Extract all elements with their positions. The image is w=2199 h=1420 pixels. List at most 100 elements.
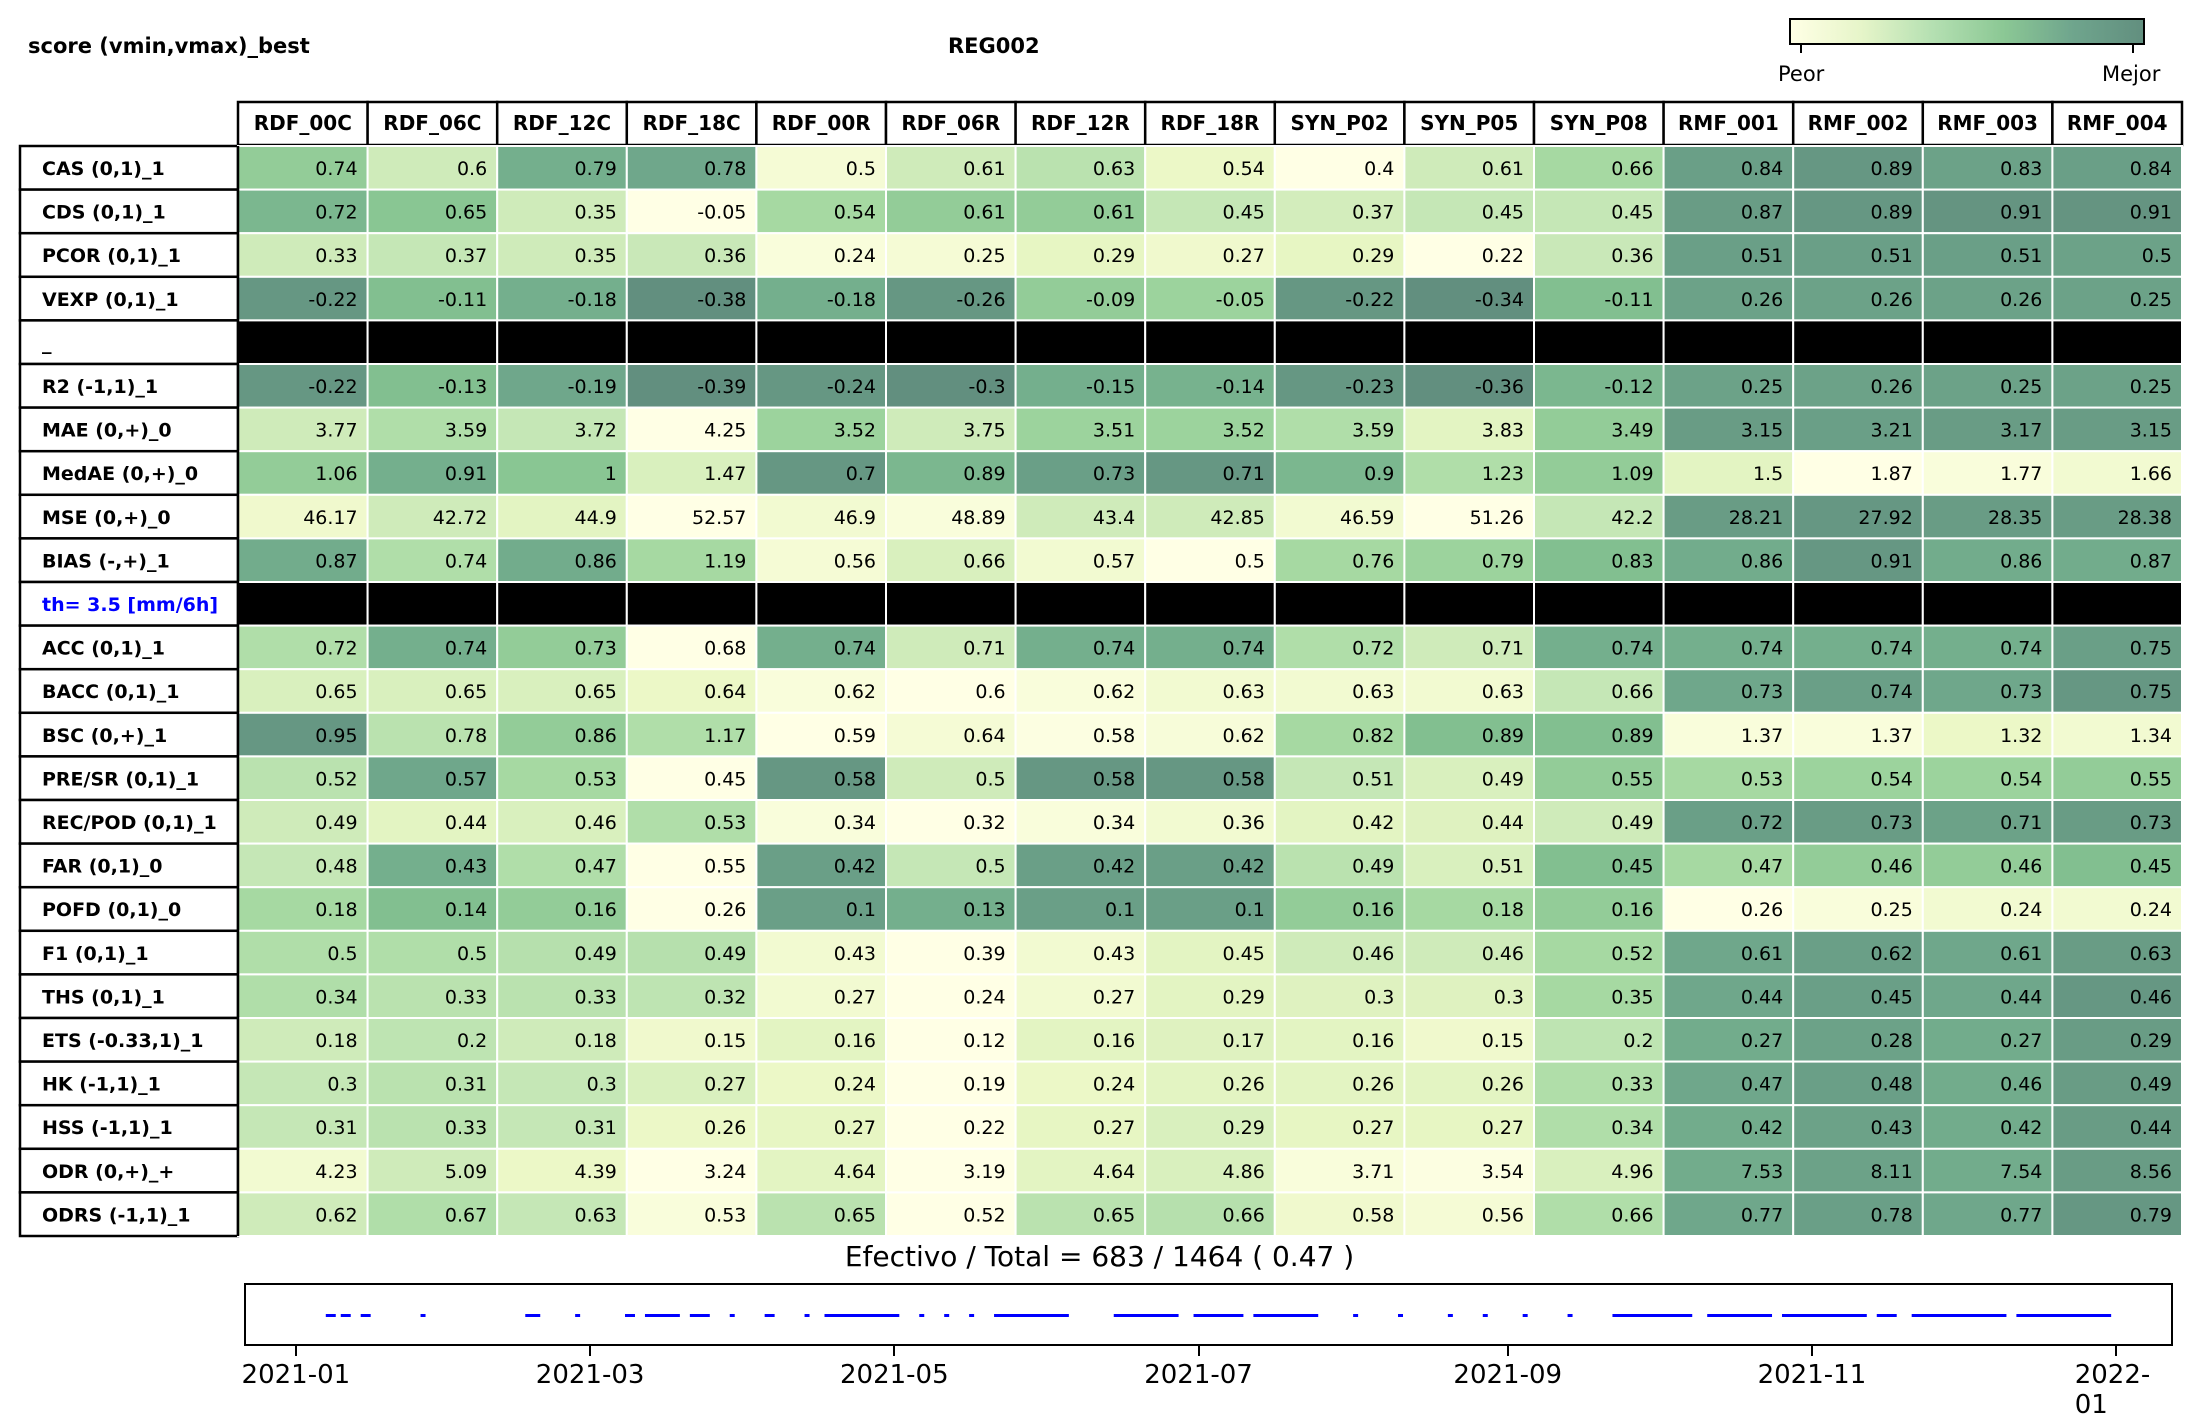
cell-value: -0.13: [438, 376, 487, 398]
cell-value: -0.15: [1086, 376, 1135, 398]
cell-value: 1.19: [704, 550, 746, 572]
cell-value: 0.45: [2130, 856, 2172, 878]
cell-value: 0.52: [315, 768, 357, 790]
cell-value: 0.14: [445, 899, 487, 921]
cell-value: 0.45: [704, 768, 746, 790]
column-header: RDF_12C: [513, 111, 611, 135]
colorbar-label-low: Peor: [1778, 62, 1825, 86]
timeline-tick: [1810, 1346, 1813, 1356]
heatmap-cell: [625, 929, 758, 976]
heatmap-cell: [755, 799, 888, 845]
heatmap-cell: [1014, 363, 1147, 409]
cell-value: 0.76: [1352, 550, 1394, 572]
column-header: RDF_00C: [254, 111, 352, 135]
cell-value: 0.91: [2130, 202, 2172, 224]
heatmap-cell: [1792, 406, 1924, 453]
column-header: RMF_002: [1808, 111, 1909, 135]
heatmap-cell: [2051, 537, 2183, 584]
heatmap-cell: [496, 842, 628, 889]
cell-value: -0.3: [969, 376, 1006, 398]
heatmap-cell: [1662, 973, 1795, 1020]
cell-value: 0.31: [315, 1117, 357, 1139]
cell-value: 0.24: [834, 245, 876, 267]
heatmap-cell: [625, 668, 758, 714]
heatmap-cell: [1273, 1017, 1406, 1063]
timeline-segment: [625, 1314, 635, 1317]
heatmap-cell: [2051, 755, 2183, 802]
heatmap-cell: [2051, 842, 2183, 889]
cell-value: 0.24: [2130, 899, 2172, 921]
cell-value: -0.36: [1475, 376, 1524, 398]
heatmap-cell: [1273, 1104, 1406, 1150]
heatmap-cell: [1662, 1060, 1795, 1107]
cell-value: 0.45: [1222, 202, 1264, 224]
cell-value: 1.37: [1741, 725, 1783, 747]
column-header-box: [1273, 100, 1406, 147]
cell-value: 0.36: [1222, 812, 1264, 834]
cell-value: 1.37: [1870, 725, 1912, 747]
cell-value: 0.46: [1870, 856, 1912, 878]
cell-value: 0.5: [1235, 550, 1265, 572]
heatmap-cell: [885, 1060, 1017, 1107]
column-header-box: [495, 100, 629, 147]
cell-value: 3.21: [1870, 420, 1912, 442]
timeline-tick-label: 2021-01: [241, 1360, 351, 1390]
cell-value: 0.27: [1482, 1117, 1524, 1139]
cell-value: 0.34: [834, 812, 876, 834]
column-header-box: [1014, 100, 1147, 147]
row-label: th= 3.5 [mm/6h]: [42, 594, 218, 616]
cell-value: 0.35: [1611, 986, 1653, 1008]
heatmap-cell: [1014, 537, 1147, 584]
cell-value: 1.77: [2000, 463, 2042, 485]
heatmap-cell: [496, 973, 628, 1020]
cell-value: 0.26: [704, 899, 746, 921]
cell-value: 0.47: [574, 856, 616, 878]
cell-value: 0.36: [1611, 245, 1653, 267]
cell-value: 4.96: [1611, 1161, 1653, 1183]
cell-value: 3.17: [2000, 420, 2042, 442]
heatmap-cell: [366, 1191, 499, 1238]
cell-value: 0.74: [1611, 638, 1653, 660]
row-label: PRE/SR (0,1)_1: [42, 768, 199, 790]
heatmap-cell: [1792, 1191, 1924, 1238]
heatmap-cell: [1533, 711, 1665, 758]
timeline-segment: [1911, 1314, 2007, 1317]
cell-value: 0.26: [1741, 289, 1783, 311]
timeline-segment: [1707, 1314, 1773, 1317]
cell-value: 0.43: [1870, 1117, 1912, 1139]
column-header: RDF_00R: [772, 111, 871, 135]
separator-cell: [1403, 581, 1536, 627]
heatmap-cell: [885, 1191, 1017, 1238]
cell-value: 0.67: [445, 1204, 487, 1226]
cell-value: 0.58: [1222, 768, 1264, 790]
cell-value: 1.06: [315, 463, 357, 485]
cell-value: 0.61: [1482, 158, 1524, 180]
cell-value: 0.49: [1352, 856, 1394, 878]
row-label-box: [18, 537, 240, 584]
heatmap-cell: [366, 493, 499, 540]
row-label-box: [18, 275, 240, 322]
heatmap-cell: [2051, 406, 2183, 453]
heatmap-cell: [625, 1017, 758, 1063]
heatmap-cell: [1403, 755, 1536, 802]
cell-value: 0.16: [1611, 899, 1653, 921]
cell-value: 0.73: [1093, 463, 1135, 485]
cell-value: 0.82: [1352, 725, 1394, 747]
heatmap-cell: [1533, 1104, 1665, 1150]
cell-value: 0.89: [1611, 725, 1653, 747]
cell-value: 4.86: [1222, 1161, 1264, 1183]
row-label: VEXP (0,1)_1: [42, 289, 179, 311]
cell-value: -0.22: [308, 289, 357, 311]
cell-value: 0.16: [1352, 1030, 1394, 1052]
cell-value: -0.18: [568, 289, 617, 311]
separator-cell: [1792, 581, 1924, 627]
cell-value: 0.66: [1611, 158, 1653, 180]
cell-value: 0.73: [1870, 812, 1912, 834]
heatmap-cell: [1921, 363, 2054, 409]
heatmap-cell: [1014, 275, 1147, 322]
cell-value: 3.77: [315, 420, 357, 442]
heatmap-cell: [2051, 493, 2183, 540]
timeline-segment: [575, 1314, 581, 1317]
heatmap-cell: [625, 493, 758, 540]
timeline-tick-label: 2021-11: [1757, 1360, 1867, 1390]
